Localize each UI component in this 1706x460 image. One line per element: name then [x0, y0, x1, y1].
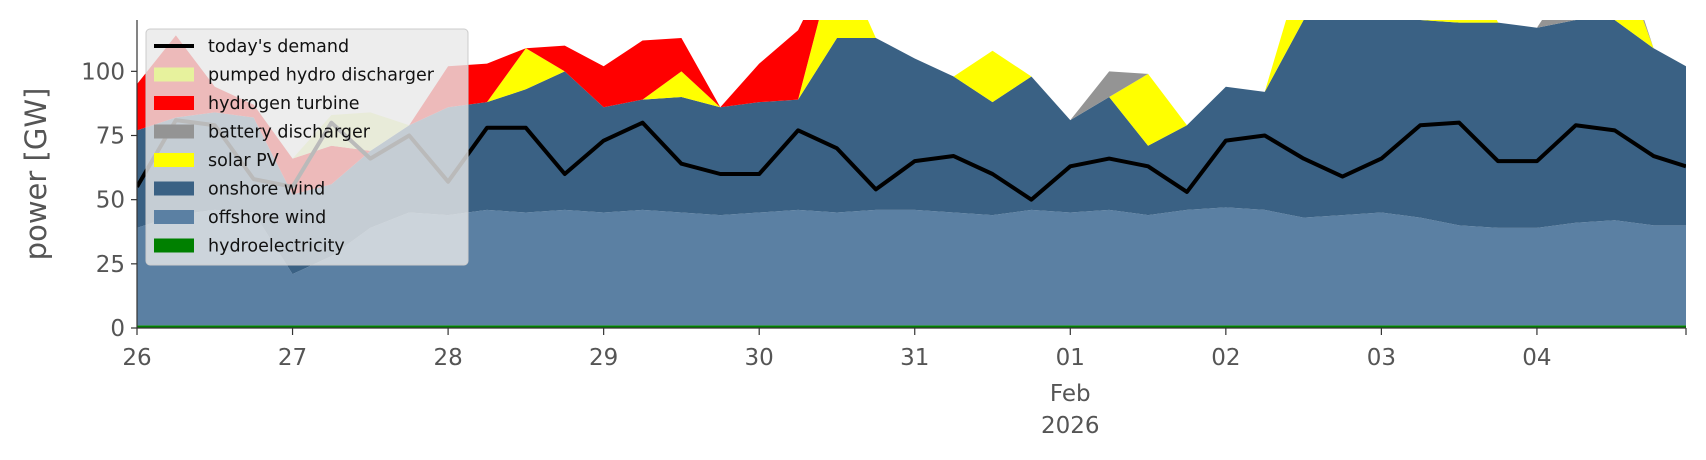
legend-box — [145, 28, 469, 266]
x-tick-label: 04 — [1522, 345, 1551, 371]
legend-swatch-pumped-hydro-discharger — [154, 67, 194, 82]
legend-label-hydrogen-turbine: hydrogen turbine — [208, 94, 360, 114]
area-hydroelectricity — [137, 325, 1686, 328]
x-tick-label: 30 — [745, 345, 774, 371]
legend: today's demand pumped hydro discharger hyd… — [145, 28, 469, 266]
legend-swatch-hydrogen-turbine — [154, 96, 194, 110]
legend-swatch-solar-pv — [154, 153, 194, 167]
x-tick-label: 26 — [122, 345, 151, 371]
legend-label-pumped-hydro-discharger: pumped hydro discharger — [208, 66, 435, 86]
x-tick-label: 31 — [900, 345, 929, 371]
area-solar-pv — [137, 20, 1686, 195]
x-tick-label: 02 — [1211, 345, 1240, 371]
legend-label-onshore-wind: onshore wind — [208, 180, 325, 200]
legend-label-today-s-demand: today's demand — [208, 37, 349, 57]
legend-label-solar-pv: solar PV — [208, 151, 279, 171]
legend-swatch-offshore-wind — [154, 210, 194, 224]
y-axis-label: power [GW] — [19, 88, 53, 261]
x-tick-label: 03 — [1367, 345, 1396, 371]
y-tick-label: 50 — [96, 188, 125, 214]
legend-label-hydroelectricity: hydroelectricity — [208, 237, 345, 257]
x-tick-label: 29 — [589, 345, 618, 371]
legend-swatch-hydroelectricity — [154, 238, 194, 253]
area-onshore-wind — [137, 20, 1686, 275]
legend-label-offshore-wind: offshore wind — [208, 208, 326, 228]
y-tick-label: 0 — [110, 316, 125, 342]
legend-swatch-battery-discharger — [154, 124, 194, 139]
y-tick-label: 75 — [96, 124, 125, 150]
y-tick-label: 100 — [81, 59, 125, 85]
x-tick-label: 01 — [1056, 345, 1085, 371]
axes: 0 25 50 75 100 26 27 28 29 30 31 01 Feb 2026 02 03 04 — [81, 20, 1687, 439]
area-offshore-wind — [137, 207, 1686, 326]
y-tick-label: 25 — [96, 252, 125, 278]
legend-swatch-onshore-wind — [154, 181, 194, 196]
x-tick-label: 28 — [433, 345, 462, 371]
x-tick-label: 27 — [278, 345, 307, 371]
x-tick-sublabel: Feb — [1050, 381, 1091, 407]
legend-label-battery-discharger: battery discharger — [208, 123, 371, 143]
x-tick-sublabel: 2026 — [1041, 413, 1100, 439]
